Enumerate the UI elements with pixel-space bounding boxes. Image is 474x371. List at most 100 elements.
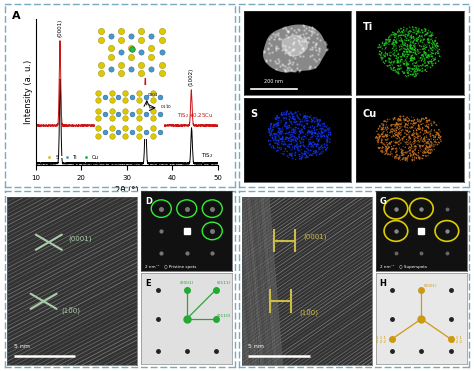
Point	[323, 46, 330, 52]
Point	[414, 116, 421, 122]
Point	[429, 50, 437, 56]
Point	[427, 33, 434, 39]
Point	[399, 29, 406, 35]
Point	[415, 46, 423, 52]
Point	[300, 27, 308, 33]
Point	[410, 27, 418, 33]
Point	[422, 27, 429, 33]
Point	[403, 125, 411, 131]
Point	[407, 45, 414, 51]
Point	[397, 43, 405, 49]
Point	[397, 44, 405, 50]
Point	[417, 47, 425, 53]
Point	[261, 48, 268, 54]
Point	[295, 152, 303, 158]
Point	[297, 139, 305, 145]
Text: (0001): (0001)	[423, 284, 437, 288]
Point	[426, 142, 433, 148]
Point	[306, 118, 313, 124]
Point	[398, 150, 405, 156]
Point	[424, 119, 431, 125]
Point	[272, 136, 279, 142]
Point	[412, 48, 420, 54]
Point	[311, 128, 319, 134]
Point	[322, 128, 330, 134]
Point	[420, 46, 428, 52]
Point	[383, 137, 391, 143]
Point	[304, 113, 311, 119]
Point	[423, 140, 431, 146]
Point	[276, 120, 284, 126]
Point	[425, 55, 432, 61]
Point	[410, 131, 418, 137]
Point	[391, 58, 399, 64]
Point	[433, 40, 440, 46]
Point	[417, 138, 424, 144]
Point	[408, 66, 416, 72]
Point	[395, 131, 403, 137]
Point	[307, 141, 314, 147]
Point	[383, 126, 391, 132]
Point	[378, 50, 385, 56]
Point	[409, 132, 416, 138]
Point	[306, 141, 313, 147]
Point	[419, 138, 426, 144]
Point	[276, 143, 283, 149]
Point	[422, 142, 430, 148]
Point	[392, 120, 400, 126]
Point	[289, 137, 297, 143]
Point	[311, 141, 319, 147]
Point	[424, 39, 432, 45]
Point	[295, 147, 302, 153]
Point	[405, 31, 413, 37]
Point	[289, 129, 297, 135]
Point	[377, 52, 384, 58]
Point	[422, 153, 429, 159]
Point	[431, 38, 439, 44]
Point	[400, 155, 408, 161]
Point	[314, 134, 322, 140]
Point	[300, 118, 307, 124]
Point	[274, 115, 282, 121]
Point	[428, 33, 435, 39]
Point	[427, 58, 435, 64]
Point	[410, 131, 418, 137]
Point	[312, 118, 319, 124]
Point	[393, 152, 401, 158]
Point	[299, 118, 306, 124]
Point	[392, 154, 399, 160]
Point	[428, 32, 436, 38]
Point	[265, 130, 273, 136]
Point	[407, 39, 415, 45]
Point	[277, 119, 285, 125]
Point	[391, 50, 398, 56]
Point	[423, 45, 430, 50]
Point	[392, 43, 400, 49]
Point	[303, 114, 311, 119]
Point	[310, 120, 318, 126]
Point	[396, 137, 403, 143]
Point	[423, 54, 430, 60]
Point	[393, 52, 401, 58]
Point	[392, 128, 400, 134]
Point	[409, 46, 416, 52]
Point	[300, 23, 308, 29]
Point	[307, 141, 315, 147]
Point	[381, 53, 388, 59]
Point	[284, 142, 292, 148]
Point	[401, 117, 409, 123]
Point	[323, 136, 330, 142]
Point	[389, 67, 397, 73]
Point	[265, 126, 273, 132]
Point	[415, 142, 423, 148]
Point	[406, 128, 414, 134]
Point	[389, 39, 397, 45]
Point	[384, 151, 392, 157]
Point	[310, 39, 317, 45]
Point	[288, 151, 295, 157]
Point	[412, 130, 420, 136]
Point	[300, 142, 307, 148]
Point	[419, 66, 426, 72]
Point	[409, 154, 416, 160]
Point	[280, 141, 288, 147]
